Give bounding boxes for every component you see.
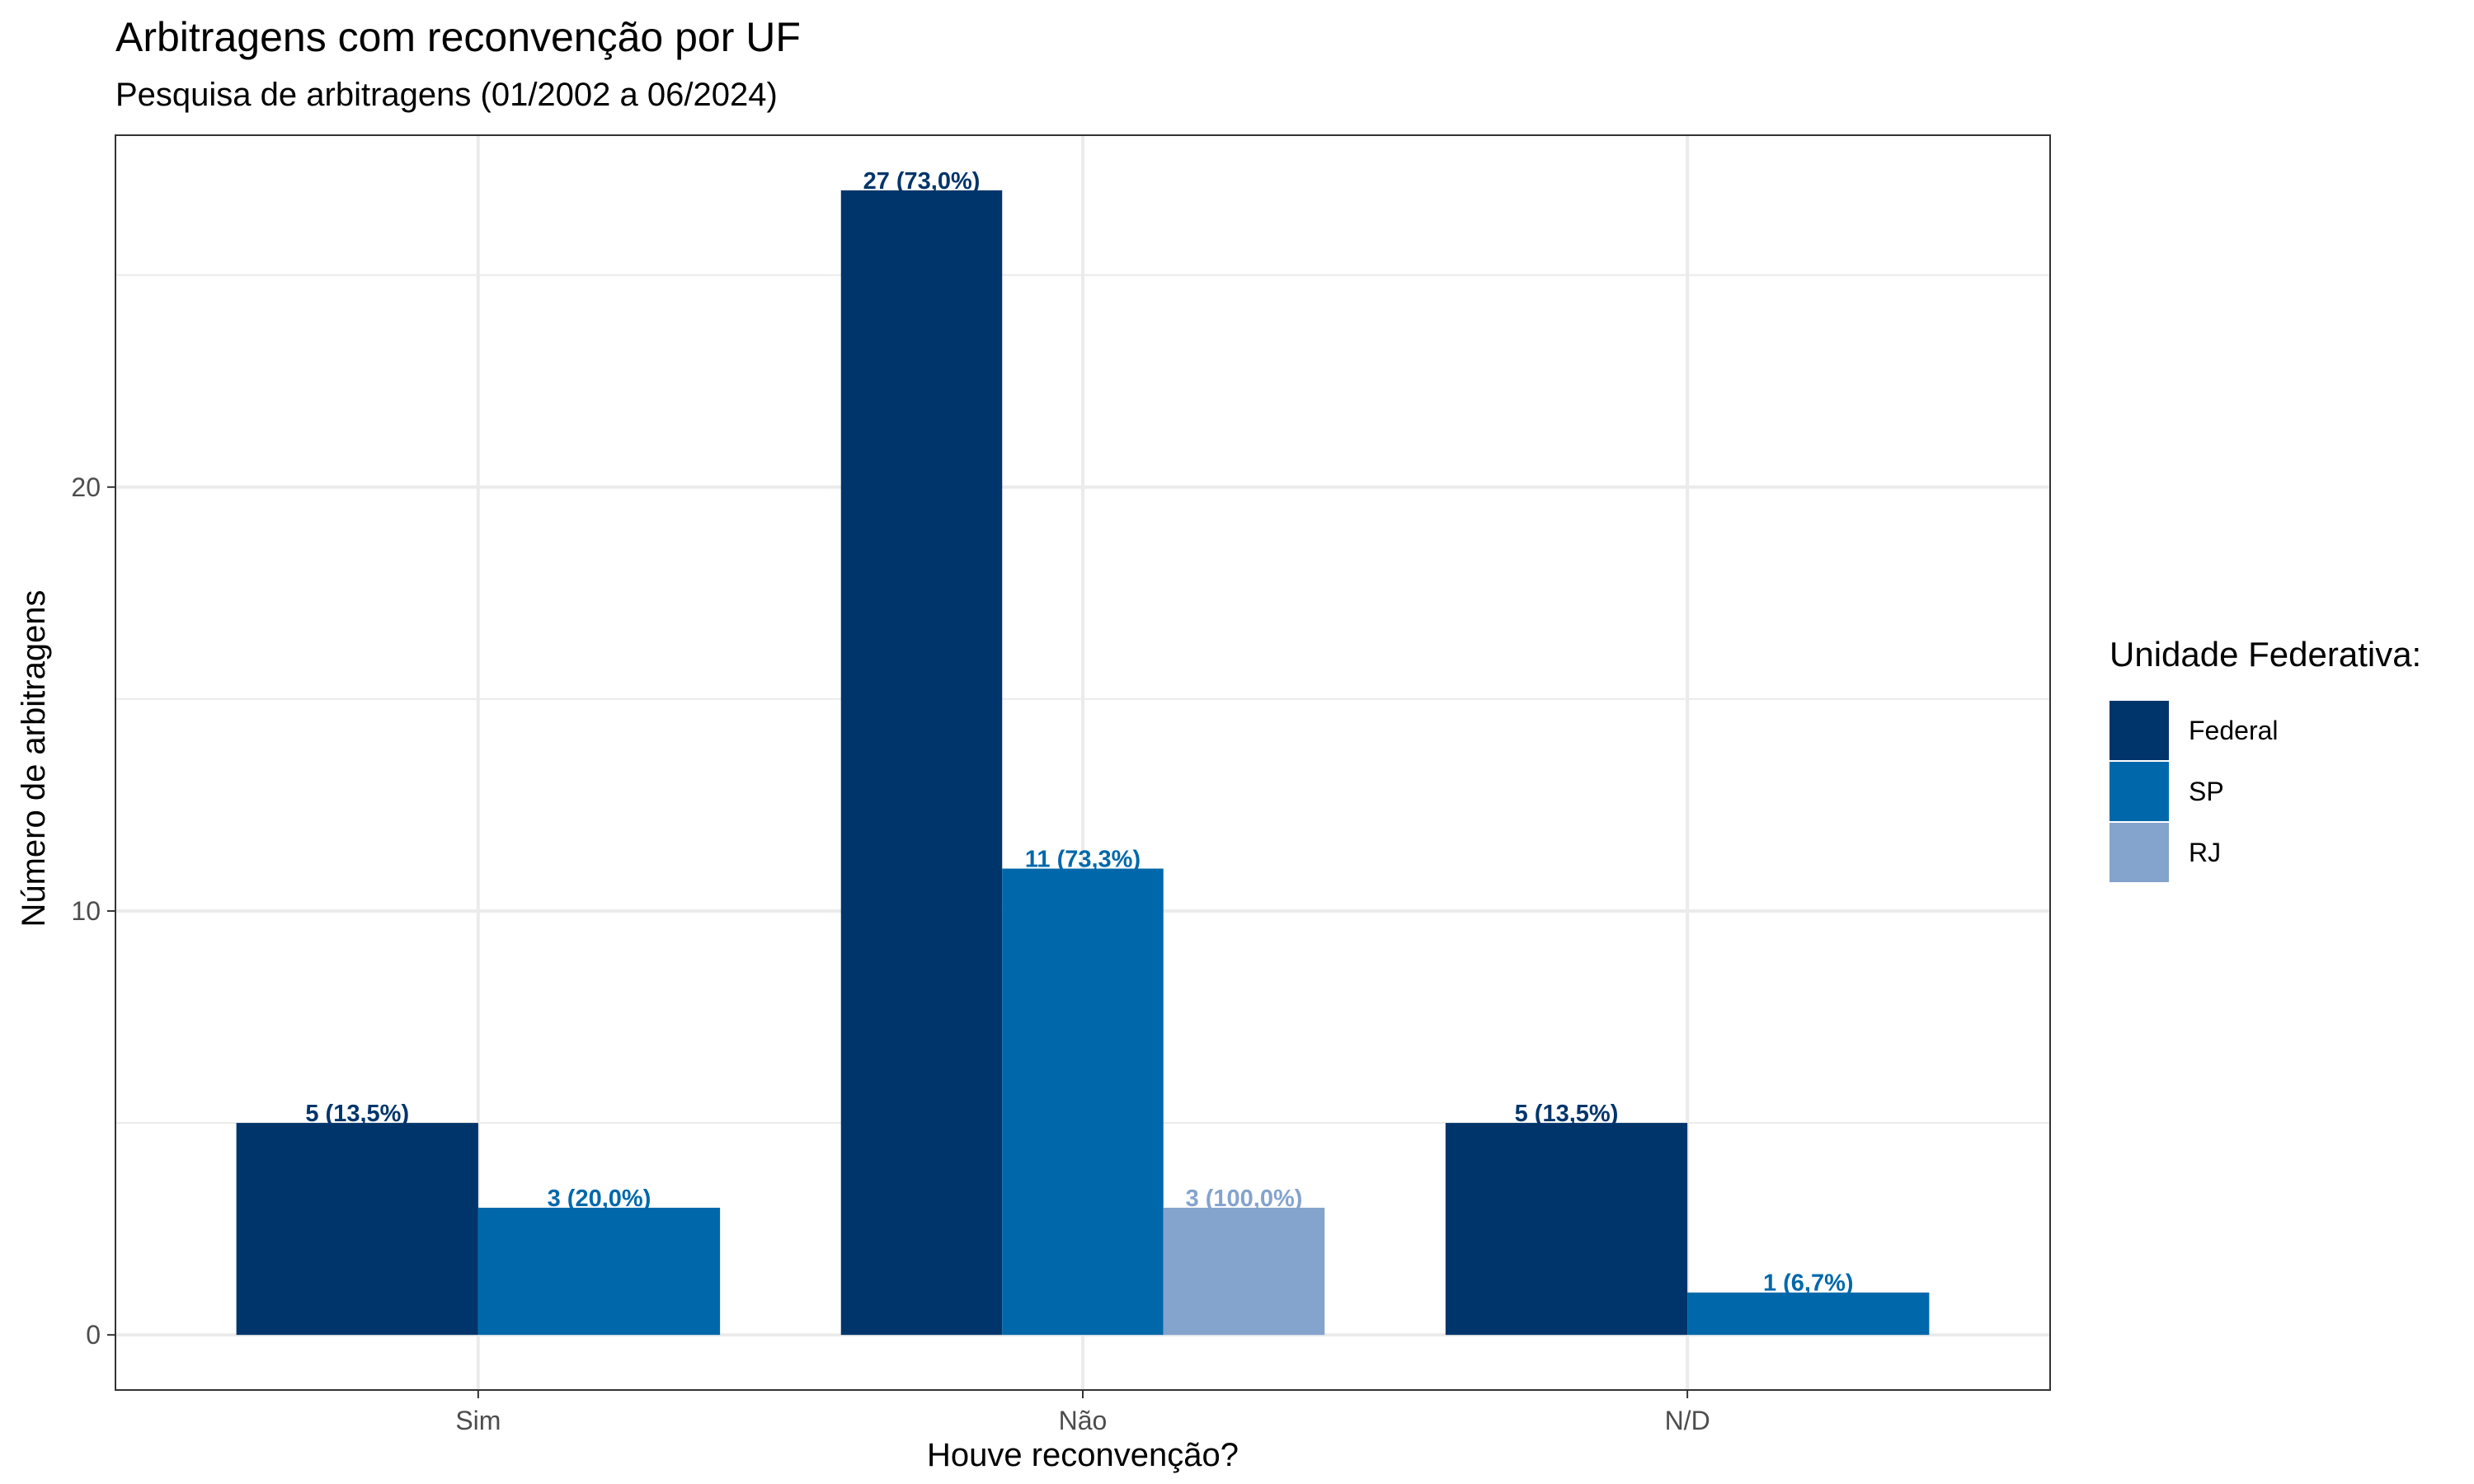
legend-label-federal: Federal	[2189, 716, 2279, 745]
y-tick-label: 0	[86, 1320, 101, 1350]
x-tick-label: Sim	[455, 1406, 501, 1435]
bar-sp-2	[1002, 868, 1164, 1336]
chart-subtitle: Pesquisa de arbitragens (01/2002 a 06/20…	[115, 77, 778, 113]
y-axis-title: Número de arbitragens	[16, 589, 52, 927]
legend: Unidade Federativa: Federal SP RJ	[2109, 635, 2421, 882]
data-labels: 5 (13,5%) 3 (20,0%) 27 (73,0%) 11 (73,3%) 3 …	[305, 168, 1853, 1297]
legend-key-rj	[2109, 823, 2169, 882]
bar-sp-1	[477, 1207, 721, 1336]
bar-federal-1	[236, 1123, 478, 1336]
bar-sp-3	[1687, 1292, 1930, 1336]
x-axis-title: Houve reconvenção?	[927, 1437, 1239, 1473]
data-label-federal-1: 5 (13,5%)	[305, 1101, 409, 1127]
bar-rj-2	[1163, 1207, 1325, 1336]
y-tick-label: 10	[71, 896, 101, 926]
data-label-federal-2: 27 (73,0%)	[863, 168, 981, 195]
legend-label-rj: RJ	[2189, 838, 2221, 867]
x-tick-label: N/D	[1665, 1406, 1710, 1435]
x-tick-label: Não	[1059, 1406, 1108, 1435]
data-label-federal-3: 5 (13,5%)	[1515, 1101, 1619, 1127]
data-label-sp-3: 1 (6,7%)	[1763, 1270, 1854, 1297]
axes: 0 10 20 Sim Não N/D	[71, 134, 2051, 1435]
bars	[236, 190, 1930, 1336]
bar-federal-2	[840, 190, 1003, 1336]
y-tick-label: 20	[71, 472, 101, 502]
data-label-sp-2: 11 (73,3%)	[1025, 847, 1141, 873]
legend-title: Unidade Federativa:	[2109, 635, 2421, 674]
legend-key-sp	[2109, 762, 2169, 821]
data-label-sp-1: 3 (20,0%)	[548, 1186, 651, 1212]
bar-federal-3	[1445, 1123, 1688, 1336]
legend-label-sp: SP	[2189, 777, 2224, 806]
chart-title: Arbitragens com reconvenção por UF	[115, 14, 801, 60]
data-label-rj-2: 3 (100,0%)	[1186, 1186, 1303, 1212]
legend-key-federal	[2109, 701, 2169, 760]
